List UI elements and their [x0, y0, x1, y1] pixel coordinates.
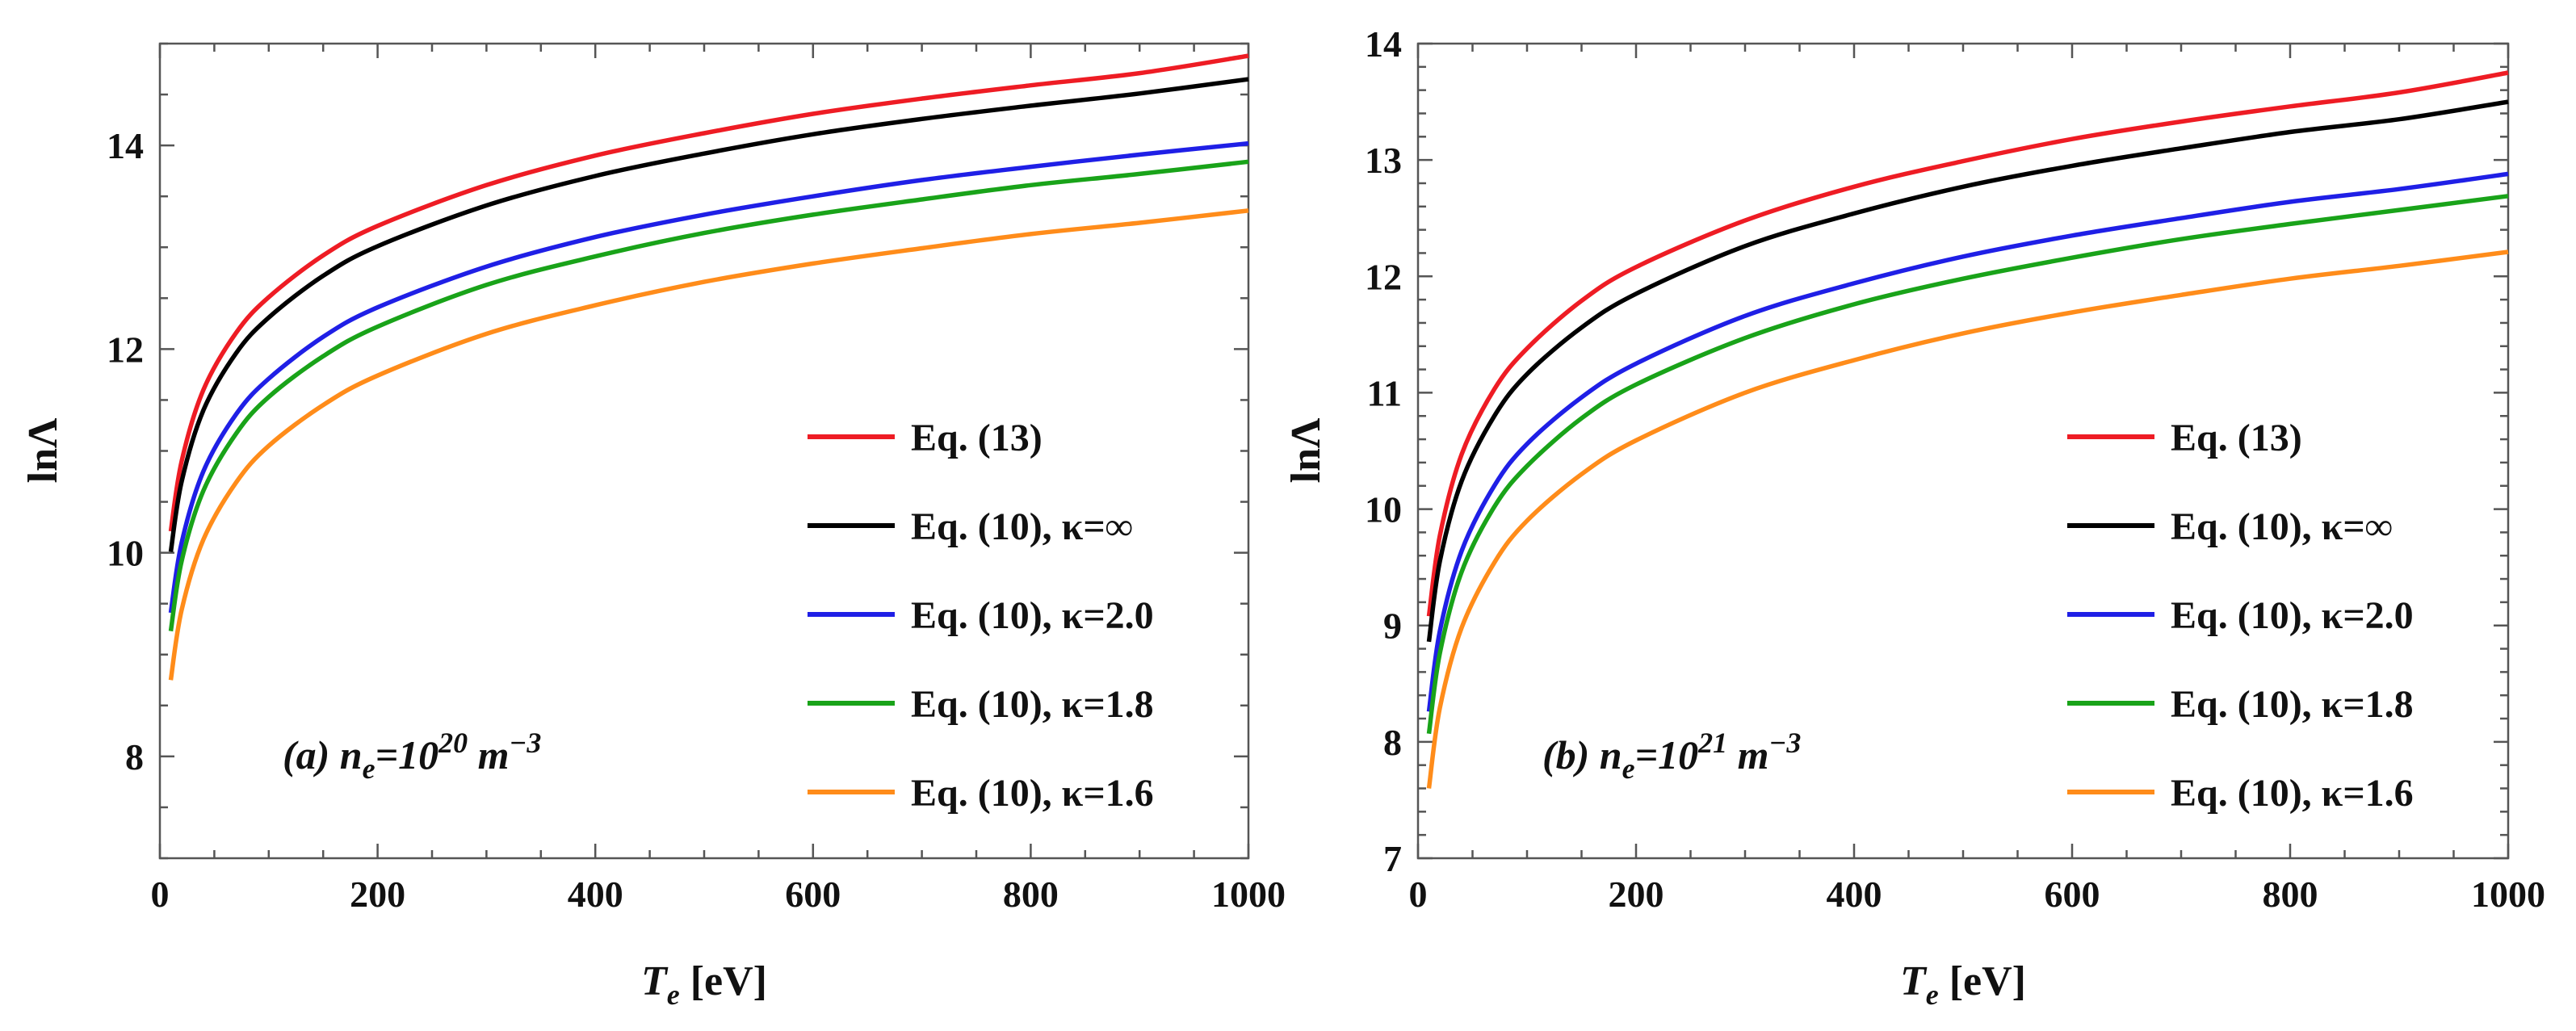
panel-label-sub-a: e — [363, 752, 375, 785]
y-tick-label-b: 8 — [1383, 722, 1402, 763]
panel-label-unit-a: m — [468, 732, 509, 777]
y-tick-label-b: 14 — [1365, 23, 1402, 65]
x-axis-title-b: Te [eV] — [1900, 958, 2026, 1011]
x-axis-title-sub-b: e — [1926, 979, 1939, 1011]
y-tick-label-a: 14 — [107, 125, 144, 166]
x-tick-label-a: 400 — [568, 874, 623, 915]
legend-a: Eq. (13) Eq. (10), κ=∞ Eq. (10), κ=2.0 Eq. … — [808, 417, 1154, 815]
curves-a — [168, 53, 1249, 681]
y-tick-label-a: 12 — [107, 329, 144, 370]
x-tick-labels-b: 0 200 400 600 800 1000 — [1409, 874, 2546, 915]
y-axis-title-a: lnΛ — [20, 418, 66, 484]
legend-label-a-0: Eq. (13) — [911, 417, 1043, 459]
x-tick-label-b: 400 — [1827, 874, 1882, 915]
series-line-b-1 — [1426, 99, 2509, 643]
y-tick-label-a: 10 — [107, 533, 144, 574]
y-tick-label-b: 9 — [1383, 606, 1402, 647]
legend-label-b-0: Eq. (13) — [2171, 417, 2302, 459]
panel-label-unit-sup-b: −3 — [1769, 727, 1802, 759]
legend-b: Eq. (13) Eq. (10), κ=∞ Eq. (10), κ=2.0 Eq. … — [2067, 417, 2414, 815]
x-tick-label-b: 0 — [1409, 874, 1428, 915]
legend-label-b-2: Eq. (10), κ=2.0 — [2171, 594, 2414, 637]
y-tick-label-a: 8 — [125, 736, 144, 777]
y-tick-labels-b: 7 8 9 10 11 12 13 14 — [1365, 23, 1402, 879]
y-tick-label-b: 12 — [1365, 256, 1402, 297]
series-line-b-2 — [1426, 171, 2509, 712]
series-line-a-1 — [168, 77, 1249, 552]
x-tick-label-a: 200 — [350, 874, 405, 915]
y-tick-label-b: 13 — [1365, 140, 1402, 181]
panel-label-prefix-b: (b) n — [1542, 732, 1622, 777]
y-tick-labels-a: 8 10 12 14 — [107, 125, 144, 777]
series-line-a-0 — [168, 53, 1249, 532]
panel-label-sup-b: 21 — [1697, 727, 1727, 759]
y-tick-label-b: 11 — [1367, 372, 1402, 413]
y-tick-label-b: 10 — [1365, 489, 1402, 530]
x-tick-label-a: 800 — [1003, 874, 1059, 915]
x-axis-title-main-b: T — [1900, 958, 1928, 1004]
panel-label-unit-sup-a: −3 — [510, 727, 542, 759]
x-axis-title-main-a: T — [641, 958, 669, 1004]
y-axis-title-b: lnΛ — [1283, 418, 1329, 484]
x-tick-label-b: 1000 — [2471, 874, 2545, 915]
panel-label-prefix-a: (a) n — [283, 732, 363, 777]
x-tick-label-b: 200 — [1609, 874, 1664, 915]
panel-label-mid-a: =10 — [375, 732, 439, 777]
x-axis-title-rest-a: [eV] — [680, 958, 767, 1004]
legend-label-a-1: Eq. (10), κ=∞ — [911, 505, 1133, 548]
legend-label-a-2: Eq. (10), κ=2.0 — [911, 594, 1154, 637]
legend-label-b-4: Eq. (10), κ=1.6 — [2171, 772, 2414, 815]
panel-b: 0 200 400 600 800 1000 7 8 9 10 11 12 13 14 Eq. (13)… — [1283, 23, 2545, 1011]
legend-label-b-3: Eq. (10), κ=1.8 — [2171, 683, 2414, 726]
legend-label-a-4: Eq. (10), κ=1.6 — [911, 772, 1154, 815]
x-tick-label-b: 800 — [2263, 874, 2318, 915]
x-tick-label-b: 600 — [2045, 874, 2100, 915]
x-tick-label-a: 0 — [151, 874, 170, 915]
series-line-b-4 — [1426, 249, 2509, 789]
series-line-a-2 — [168, 140, 1249, 614]
curves-b — [1426, 70, 2509, 789]
x-tick-label-a: 1000 — [1211, 874, 1286, 915]
ticks-a — [158, 42, 1250, 860]
panel-label-b: (b) ne=1021 m−3 — [1542, 727, 1801, 785]
panel-label-a: (a) ne=1020 m−3 — [283, 727, 541, 785]
x-tick-label-a: 600 — [785, 874, 841, 915]
series-line-a-3 — [168, 159, 1249, 632]
legend-label-b-1: Eq. (10), κ=∞ — [2171, 505, 2393, 548]
panel-label-mid-b: =10 — [1635, 732, 1699, 777]
series-line-a-4 — [168, 208, 1249, 681]
panel-label-sup-a: 20 — [438, 727, 468, 759]
panel-label-unit-b: m — [1727, 732, 1768, 777]
panel-label-sub-b: e — [1622, 752, 1635, 785]
legend-label-a-3: Eq. (10), κ=1.8 — [911, 683, 1154, 726]
x-axis-title-a: Te [eV] — [641, 958, 767, 1011]
x-axis-title-rest-b: [eV] — [1939, 958, 2026, 1004]
y-tick-label-b: 7 — [1383, 838, 1402, 879]
series-line-b-0 — [1426, 70, 2509, 617]
series-line-b-3 — [1426, 194, 2509, 735]
x-tick-labels-a: 0 200 400 600 800 1000 — [151, 874, 1286, 915]
x-axis-title-sub-a: e — [667, 979, 680, 1011]
